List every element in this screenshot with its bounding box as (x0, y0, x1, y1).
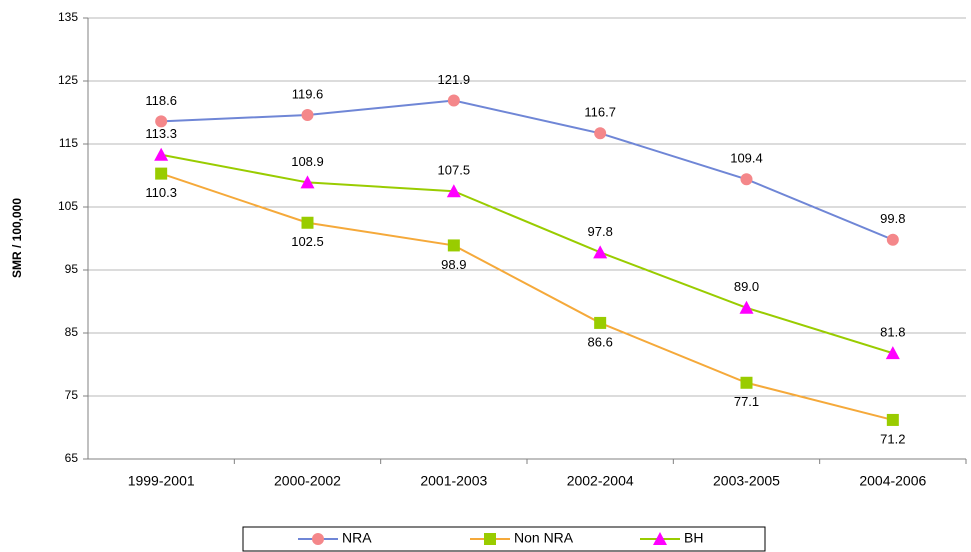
data-label: 102.5 (291, 234, 324, 249)
data-label: 99.8 (880, 211, 905, 226)
data-point (155, 167, 168, 180)
legend-label: BH (684, 530, 703, 546)
legend-marker (653, 532, 667, 545)
y-tick-label: 75 (65, 388, 79, 402)
data-point (594, 127, 607, 140)
data-label: 110.3 (145, 185, 177, 200)
y-tick-label: 85 (65, 325, 79, 339)
data-label: 119.6 (292, 86, 324, 101)
data-label: 98.9 (441, 257, 466, 272)
legend-marker (484, 533, 496, 545)
data-point (301, 109, 314, 122)
data-point (886, 233, 899, 246)
y-tick-label: 115 (59, 136, 78, 150)
data-point (446, 184, 461, 198)
data-point (739, 300, 754, 314)
legend-label: Non NRA (514, 530, 574, 546)
y-tick-label: 65 (65, 451, 79, 465)
data-point (154, 147, 169, 161)
data-point (593, 245, 608, 259)
data-label: 77.1 (734, 394, 759, 409)
series-line (161, 99, 894, 241)
x-tick-label: 2002-2004 (567, 473, 634, 489)
data-point (740, 173, 753, 186)
data-label: 108.9 (291, 154, 324, 169)
x-tick-label: 2001-2003 (420, 473, 487, 489)
legend-label: NRA (342, 530, 372, 546)
data-label: 116.7 (584, 105, 616, 120)
data-label: 109.4 (730, 151, 763, 166)
x-tick-label: 2000-2002 (274, 473, 341, 489)
y-axis-label: SMR / 100,000 (10, 198, 24, 278)
data-label: 81.8 (880, 325, 905, 340)
legend-marker (312, 533, 324, 545)
data-point (300, 175, 315, 189)
data-point (447, 94, 460, 107)
data-label: 97.8 (588, 224, 613, 239)
y-tick-label: 105 (58, 199, 78, 213)
x-tick-label: 1999-2001 (128, 473, 195, 489)
data-label: 121.9 (438, 72, 471, 87)
data-label: 86.6 (588, 334, 613, 349)
y-tick-label: 125 (58, 73, 78, 87)
y-tick-label: 135 (58, 10, 78, 24)
data-point (885, 346, 900, 360)
x-tick-label: 2003-2005 (713, 473, 780, 489)
x-tick-label: 2004-2006 (859, 473, 926, 489)
y-tick-label: 95 (65, 262, 79, 276)
data-point (155, 115, 168, 128)
data-label: 71.2 (880, 431, 905, 446)
data-point (886, 413, 899, 426)
series-line (160, 153, 894, 355)
data-label: 89.0 (734, 279, 759, 294)
data-label: 113.3 (145, 126, 177, 141)
data-point (447, 239, 460, 252)
data-label: 118.6 (145, 93, 177, 108)
data-label: 107.5 (438, 163, 471, 178)
data-point (301, 216, 314, 229)
data-point (594, 316, 607, 329)
data-point (740, 376, 753, 389)
series-line (160, 172, 894, 421)
